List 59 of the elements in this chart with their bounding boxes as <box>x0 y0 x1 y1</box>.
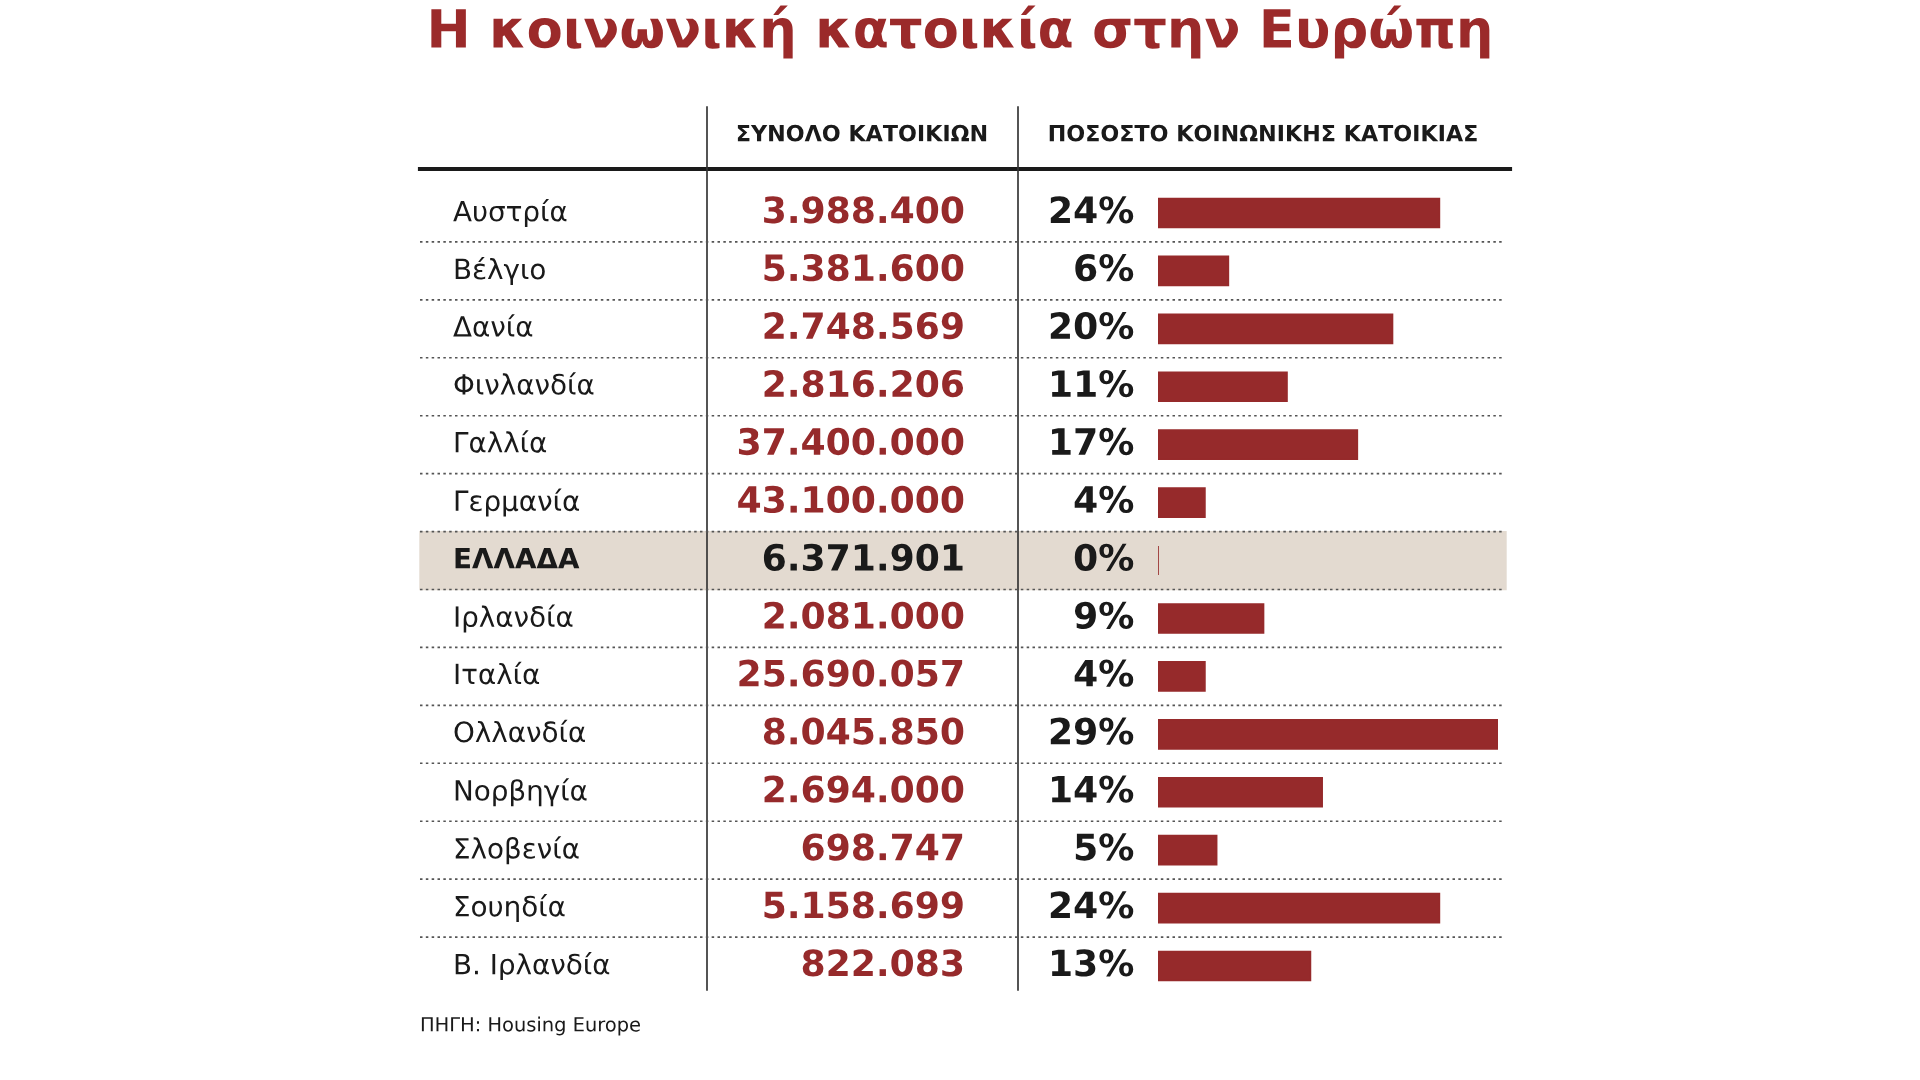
x-axis-title: ΠΟΣΟΣΤΟ ΚΟΙΝΩΝΙΚΗΣ ΚΑΤΟΙΚΙΑΣ <box>1049 124 1477 142</box>
bar <box>1158 603 1265 634</box>
data-label: 8.045.850 <box>763 717 964 745</box>
bar <box>1158 197 1441 229</box>
text: Η κοινωνική κατοικία στην Ευρώπη <box>431 5 1490 59</box>
data-label: 4% <box>1074 485 1134 514</box>
category-label: Δανία <box>453 314 533 337</box>
bar <box>1158 776 1323 808</box>
category-label: Βέλγιο <box>455 256 545 285</box>
text: ΠΗΓΗ: Housing Europe <box>421 1016 640 1036</box>
category-label: Γαλλία <box>455 430 547 453</box>
data-label: 6.371.901 <box>763 543 963 572</box>
bar <box>1158 255 1230 287</box>
category-label: Σλοβενία <box>455 836 579 865</box>
category-label: Ολλανδία <box>454 719 585 743</box>
data-label: 0% <box>1074 543 1134 572</box>
data-label: 17% <box>1052 427 1134 456</box>
category-label: Ιρλανδία <box>455 604 573 633</box>
data-label: 20% <box>1050 311 1134 340</box>
data-label: 4% <box>1074 659 1134 687</box>
data-label: 25.690.057 <box>739 659 963 687</box>
bar <box>1158 834 1218 866</box>
data-label: 698.747 <box>802 833 963 861</box>
data-label: 13% <box>1052 949 1134 977</box>
bar <box>1158 313 1394 345</box>
data-label: 5% <box>1075 833 1134 861</box>
data-label: 37.400.000 <box>738 427 964 456</box>
bar <box>1158 487 1206 518</box>
data-label: 11% <box>1052 369 1134 398</box>
category-label: Β. Ιρλανδία <box>455 952 610 981</box>
bar <box>1158 950 1312 982</box>
data-label: 2.816.206 <box>764 369 964 398</box>
data-label: 5.158.699 <box>764 891 963 919</box>
data-label: 2.694.000 <box>764 775 964 803</box>
bar <box>1158 429 1359 460</box>
data-label: 6% <box>1075 254 1134 282</box>
data-label: 14% <box>1052 775 1134 803</box>
data-label: 24% <box>1050 891 1134 919</box>
category-label: Φινλανδία <box>454 372 594 395</box>
data-label: 5.381.600 <box>764 254 964 282</box>
bar <box>1158 371 1288 403</box>
category-label: Ιταλία <box>455 661 540 685</box>
bar <box>1158 892 1441 924</box>
category-label: Σουηδία <box>455 894 565 923</box>
data-label: 9% <box>1074 601 1134 629</box>
bar <box>1158 661 1206 692</box>
category-label: Αυστρία <box>453 198 567 227</box>
data-label: 29% <box>1050 717 1134 745</box>
category-label: Νορβηγία <box>455 778 587 807</box>
data-label: 822.083 <box>802 949 963 977</box>
bar <box>1158 719 1498 750</box>
data-label: 2.748.569 <box>764 311 963 340</box>
category-label: ΕΛΛΑΔΑ <box>455 547 580 569</box>
data-label: 2.081.000 <box>764 601 964 629</box>
data-label: 43.100.000 <box>738 485 964 514</box>
category-label: Γερμανία <box>455 488 580 517</box>
data-label: 3.988.400 <box>764 196 964 224</box>
text: ΣΥΝΟΛΟ ΚΑΤΟΙΚΙΩΝ <box>737 124 987 142</box>
data-label: 24% <box>1050 196 1134 224</box>
